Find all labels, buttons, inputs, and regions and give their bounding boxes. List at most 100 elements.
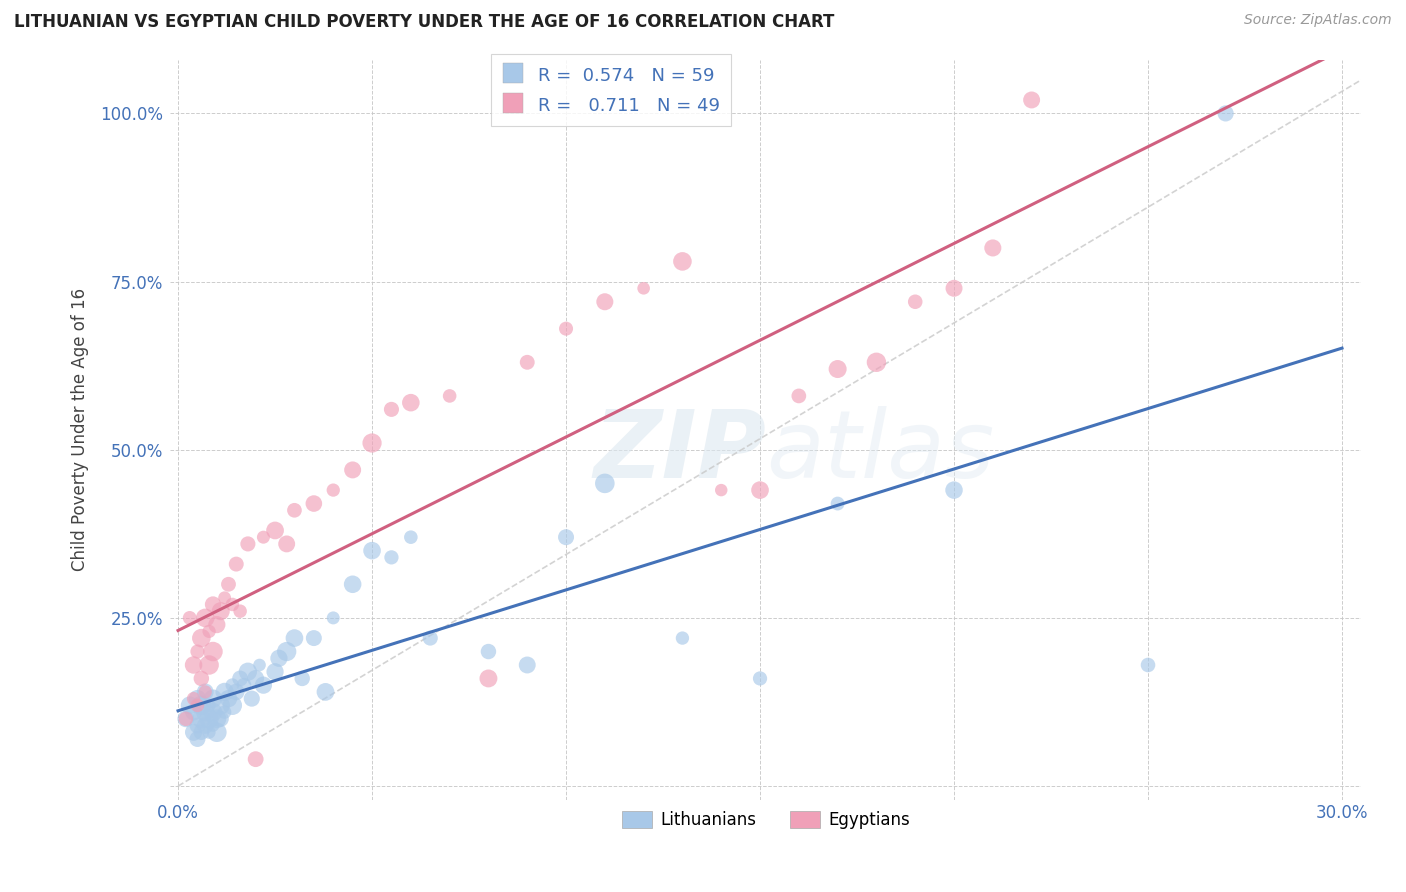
Point: [183, 658, 205, 673]
Point: [264, 665, 287, 679]
Point: [865, 355, 887, 369]
Point: [190, 672, 212, 686]
Point: [221, 698, 243, 713]
Point: [194, 718, 217, 732]
Point: [361, 543, 384, 558]
Text: LITHUANIAN VS EGYPTIAN CHILD POVERTY UNDER THE AGE OF 16 CORRELATION CHART: LITHUANIAN VS EGYPTIAN CHILD POVERTY UND…: [14, 13, 834, 31]
Point: [186, 644, 208, 658]
Point: [214, 685, 236, 699]
Point: [555, 321, 578, 335]
Point: [315, 685, 337, 699]
Point: [179, 611, 201, 625]
Point: [186, 698, 208, 713]
Point: [225, 557, 247, 571]
Point: [380, 402, 402, 417]
Point: [252, 530, 274, 544]
Point: [291, 672, 314, 686]
Point: [198, 712, 221, 726]
Point: [245, 752, 267, 766]
Point: [671, 254, 693, 268]
Point: [283, 631, 305, 645]
Point: [218, 577, 240, 591]
Point: [218, 691, 240, 706]
Point: [264, 524, 287, 538]
Point: [198, 658, 221, 673]
Point: [186, 731, 208, 746]
Point: [399, 395, 422, 409]
Point: [322, 611, 344, 625]
Point: [236, 537, 259, 551]
Point: [671, 631, 693, 645]
Point: [183, 725, 205, 739]
Point: [229, 672, 252, 686]
Point: [322, 483, 344, 497]
Point: [1137, 658, 1160, 673]
Point: [342, 463, 364, 477]
Point: [221, 598, 243, 612]
Point: [827, 497, 849, 511]
Point: [380, 550, 402, 565]
Point: [201, 691, 224, 706]
Point: [190, 698, 212, 713]
Point: [342, 577, 364, 591]
Point: [827, 362, 849, 376]
Point: [198, 624, 221, 639]
Point: [183, 705, 205, 719]
Point: [593, 476, 616, 491]
Point: [283, 503, 305, 517]
Point: [183, 691, 205, 706]
Point: [201, 644, 224, 658]
Point: [302, 631, 325, 645]
Y-axis label: Child Poverty Under the Age of 16: Child Poverty Under the Age of 16: [72, 288, 89, 571]
Point: [361, 436, 384, 450]
Point: [179, 698, 201, 713]
Point: [209, 712, 232, 726]
Point: [593, 294, 616, 309]
Point: [198, 698, 221, 713]
Point: [209, 604, 232, 618]
Point: [190, 631, 212, 645]
Point: [174, 712, 197, 726]
Point: [276, 537, 298, 551]
Point: [710, 483, 733, 497]
Point: [194, 611, 217, 625]
Point: [201, 718, 224, 732]
Point: [209, 698, 232, 713]
Point: [225, 685, 247, 699]
Point: [1215, 106, 1237, 120]
Point: [516, 658, 538, 673]
Point: [249, 658, 271, 673]
Point: [943, 483, 966, 497]
Point: [439, 389, 461, 403]
Point: [419, 631, 441, 645]
Point: [205, 617, 228, 632]
Legend: Lithuanians, Egyptians: Lithuanians, Egyptians: [616, 804, 917, 836]
Point: [1021, 93, 1043, 107]
Point: [214, 591, 236, 605]
Point: [267, 651, 290, 665]
Point: [981, 241, 1004, 255]
Point: [633, 281, 655, 295]
Point: [174, 712, 197, 726]
Point: [201, 598, 224, 612]
Point: [205, 712, 228, 726]
Point: [198, 725, 221, 739]
Text: ZIP: ZIP: [593, 406, 766, 498]
Point: [276, 644, 298, 658]
Point: [555, 530, 578, 544]
Point: [221, 678, 243, 692]
Point: [943, 281, 966, 295]
Point: [194, 685, 217, 699]
Point: [190, 725, 212, 739]
Point: [399, 530, 422, 544]
Point: [186, 718, 208, 732]
Point: [194, 685, 217, 699]
Point: [214, 705, 236, 719]
Point: [477, 644, 499, 658]
Text: atlas: atlas: [766, 406, 994, 497]
Point: [190, 712, 212, 726]
Point: [749, 483, 772, 497]
Point: [229, 604, 252, 618]
Point: [194, 705, 217, 719]
Point: [749, 672, 772, 686]
